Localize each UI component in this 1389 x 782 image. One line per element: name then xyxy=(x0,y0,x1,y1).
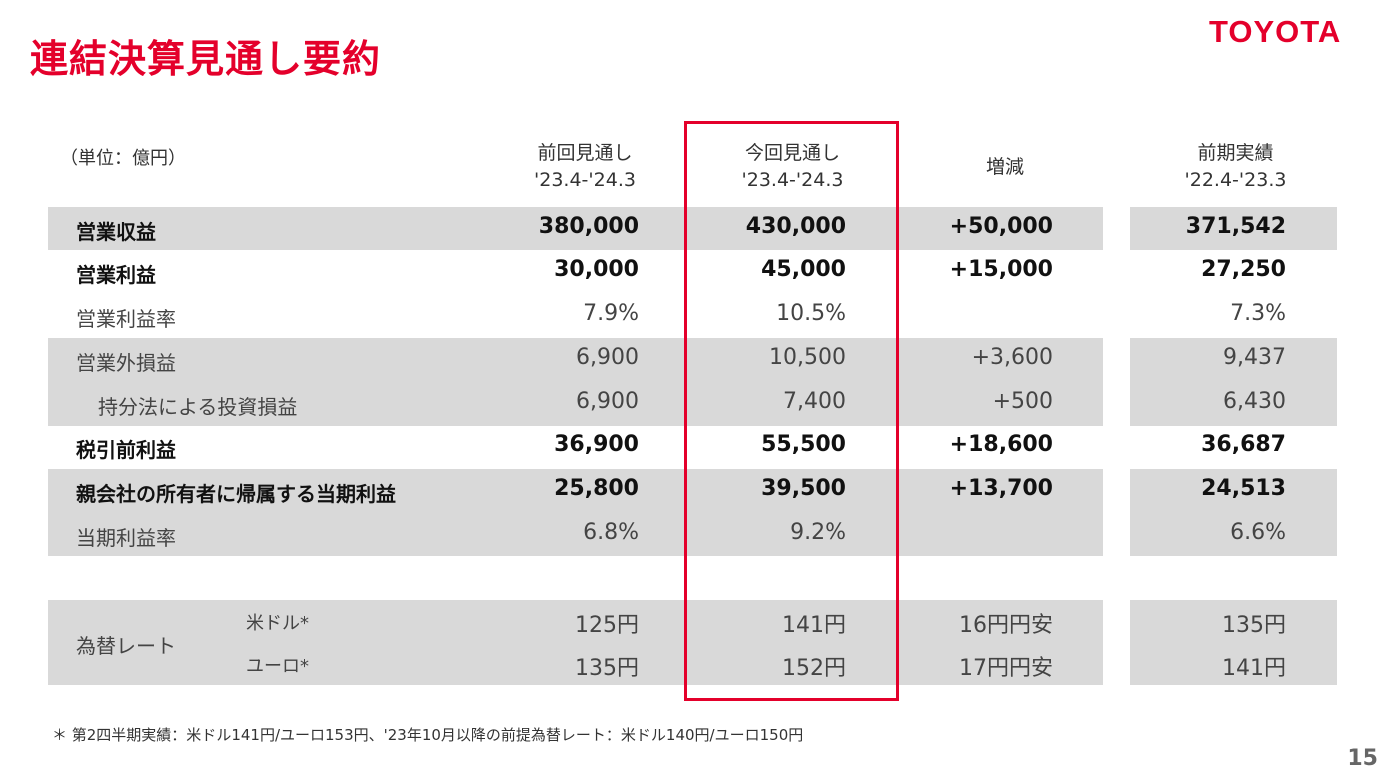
table-cell: 380,000 xyxy=(538,214,639,239)
row-band xyxy=(48,469,1103,556)
page-title: 連結決算見通し要約 xyxy=(30,37,382,81)
col-header-prev-line2: '23.4-'24.3 xyxy=(534,169,636,191)
table-cell: +15,000 xyxy=(949,257,1053,282)
col-header-prev-line1: 前回見通し xyxy=(537,142,633,164)
col-header-current-line1: 今回見通し xyxy=(744,142,840,164)
table-cell: 141円 xyxy=(1222,656,1286,681)
row-band xyxy=(48,338,1103,426)
page-number: 15 xyxy=(1347,746,1378,771)
table-cell: 9,437 xyxy=(1223,345,1286,370)
table-cell: 45,000 xyxy=(761,257,846,282)
table-cell: 125円 xyxy=(575,613,639,638)
row-label: 持分法による投資損益 xyxy=(98,395,298,419)
row-band xyxy=(1130,207,1337,250)
col-header-current-line2: '23.4-'24.3 xyxy=(741,169,844,191)
table-cell: +3,600 xyxy=(971,345,1053,370)
table-cell: 36,900 xyxy=(554,432,639,457)
table-cell: 7,400 xyxy=(783,389,846,414)
table-cell: 39,500 xyxy=(761,476,846,501)
table-cell: 25,800 xyxy=(554,476,639,501)
table-cell: 10.5% xyxy=(776,301,846,326)
table-cell: 16円円安 xyxy=(959,613,1053,638)
current-forecast-highlight xyxy=(684,121,899,701)
row-label: 当期利益率 xyxy=(76,526,176,550)
table-cell: +18,600 xyxy=(949,432,1053,457)
table-cell: 24,513 xyxy=(1201,476,1286,501)
table-cell: 55,500 xyxy=(761,432,846,457)
row-band xyxy=(48,600,1103,685)
fx-usd-label: 米ドル* xyxy=(246,613,309,634)
table-cell: 6,900 xyxy=(576,345,639,370)
row-label: 税引前利益 xyxy=(76,438,176,462)
col-header-prior-line1: 前期実績 xyxy=(1197,142,1274,164)
table-cell: 6.8% xyxy=(583,520,639,545)
table-cell: 152円 xyxy=(782,656,846,681)
table-cell: 9.2% xyxy=(790,520,846,545)
col-header-change-line1: 増減 xyxy=(985,156,1024,178)
table-cell: 6.6% xyxy=(1230,520,1286,545)
table-cell: 430,000 xyxy=(745,214,846,239)
table-cell: 141円 xyxy=(782,613,846,638)
row-label: 親会社の所有者に帰属する当期利益 xyxy=(76,482,396,506)
table-cell: 371,542 xyxy=(1185,214,1286,239)
table-cell: +50,000 xyxy=(949,214,1053,239)
table-cell: 27,250 xyxy=(1201,257,1286,282)
row-label: 営業外損益 xyxy=(76,351,176,375)
row-band xyxy=(1130,338,1337,426)
table-cell: 6,430 xyxy=(1223,389,1286,414)
table-cell: 10,500 xyxy=(769,345,846,370)
fx-label: 為替レート xyxy=(76,634,176,658)
table-cell: +500 xyxy=(992,389,1053,414)
table-cell: 135円 xyxy=(1222,613,1286,638)
table-cell: 135円 xyxy=(575,656,639,681)
col-header-prev: 前回見通し '23.4-'24.3 xyxy=(500,140,670,194)
row-label: 営業収益 xyxy=(76,220,156,244)
row-band xyxy=(1130,469,1337,556)
table-cell: 7.9% xyxy=(583,301,639,326)
row-band xyxy=(48,207,1103,250)
col-header-change: 増減 xyxy=(920,154,1090,181)
table-cell: 17円円安 xyxy=(959,656,1053,681)
col-header-prior-year: 前期実績 '22.4-'23.3 xyxy=(1148,140,1323,194)
fx-eur-label: ユーロ* xyxy=(246,656,309,677)
footnote: ＊ 第2四半期実績：米ドル141円/ユーロ153円、'23年10月以降の前提為替… xyxy=(52,726,804,744)
row-label: 営業利益 xyxy=(76,263,156,287)
col-header-prior-line2: '22.4-'23.3 xyxy=(1184,169,1287,191)
table-cell: +13,700 xyxy=(949,476,1053,501)
table-cell: 7.3% xyxy=(1230,301,1286,326)
table-cell: 36,687 xyxy=(1201,432,1286,457)
row-band xyxy=(1130,600,1337,685)
table-cell: 30,000 xyxy=(554,257,639,282)
toyota-logo: TOYOTA xyxy=(1209,14,1342,49)
row-label: 営業利益率 xyxy=(76,307,176,331)
table-cell: 6,900 xyxy=(576,389,639,414)
col-header-current: 今回見通し '23.4-'24.3 xyxy=(705,140,880,194)
unit-label: （単位：億円） xyxy=(60,148,186,169)
